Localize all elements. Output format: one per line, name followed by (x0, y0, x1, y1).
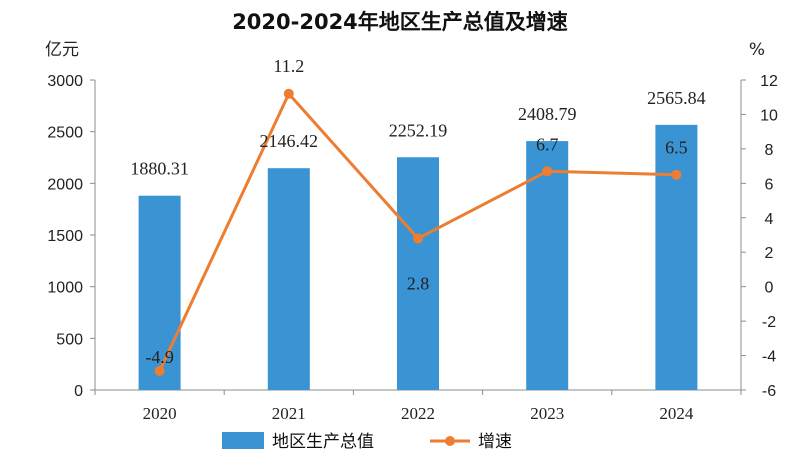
right-tick-label: -2 (762, 314, 776, 331)
x-tick-label: 2022 (401, 404, 435, 423)
x-tick-label: 2021 (272, 404, 306, 423)
bar-value-label: 2252.19 (389, 120, 448, 140)
bar-2021 (267, 168, 310, 390)
right-tick-label: 6 (765, 176, 774, 193)
bar-value-label: 2408.79 (518, 104, 577, 124)
data-labels: 1880.31 2146.42 2252.19 2408.79 2565.84 -4.9 1… (130, 56, 705, 367)
legend-bar-label: 地区生产总值 (272, 432, 374, 452)
bar-2024 (655, 124, 698, 391)
left-axis-unit: 亿元 (45, 40, 79, 60)
x-tick-label: 2024 (659, 404, 694, 423)
bar-2022 (397, 157, 439, 390)
bar-value-label: 1880.31 (130, 159, 189, 179)
right-tick-label: 0 (765, 280, 774, 297)
left-tick-label: 0 (74, 383, 83, 400)
growth-point-2023 (542, 166, 553, 177)
bar-value-label: 2565.84 (647, 88, 706, 108)
bars (138, 124, 698, 391)
right-tick-label: 12 (760, 73, 778, 90)
right-tick-label: 2 (765, 245, 774, 262)
axes: 0 500 1000 1500 2000 2500 3000 -6 -4 -2 0 2 4 6 8 10 12 2… (47, 73, 778, 423)
growth-value-label: 6.5 (665, 138, 688, 158)
growth-point-2022 (413, 233, 423, 244)
right-tick-label: 8 (765, 142, 774, 159)
bar-value-label: 2146.42 (260, 131, 319, 151)
x-tick-label: 2023 (530, 404, 564, 423)
left-tick-label: 1000 (47, 280, 83, 297)
left-tick-label: 1500 (47, 228, 83, 245)
growth-value-label: 11.2 (273, 56, 304, 76)
growth-value-label: 2.8 (407, 273, 430, 293)
right-tick-label: -6 (762, 383, 776, 400)
left-tick-label: 2500 (47, 125, 83, 142)
growth-point-2024 (671, 169, 682, 180)
growth-value-label: -4.9 (145, 347, 174, 367)
legend-line-label: 增速 (478, 432, 512, 452)
x-tick-label: 2020 (143, 404, 177, 423)
right-tick-label: 10 (760, 107, 778, 124)
bar-2020 (138, 195, 181, 390)
growth-value-label: 6.7 (536, 134, 559, 154)
bar-2023 (526, 141, 569, 390)
left-tick-label: 3000 (47, 73, 83, 90)
legend-bar-swatch (222, 432, 264, 449)
right-axis-unit: % (749, 40, 765, 60)
right-tick-label: -4 (762, 349, 776, 366)
growth-point-2021 (283, 88, 294, 99)
legend-line-marker (445, 436, 455, 446)
chart-title: 2020-2024年地区生产总值及增速 (232, 10, 568, 34)
left-tick-label: 500 (56, 331, 83, 348)
left-tick-label: 2000 (47, 176, 83, 193)
legend: 地区生产总值 增速 (222, 432, 512, 452)
growth-line-layer (154, 88, 682, 377)
right-tick-label: 4 (765, 211, 774, 228)
growth-point-2020 (154, 366, 165, 377)
